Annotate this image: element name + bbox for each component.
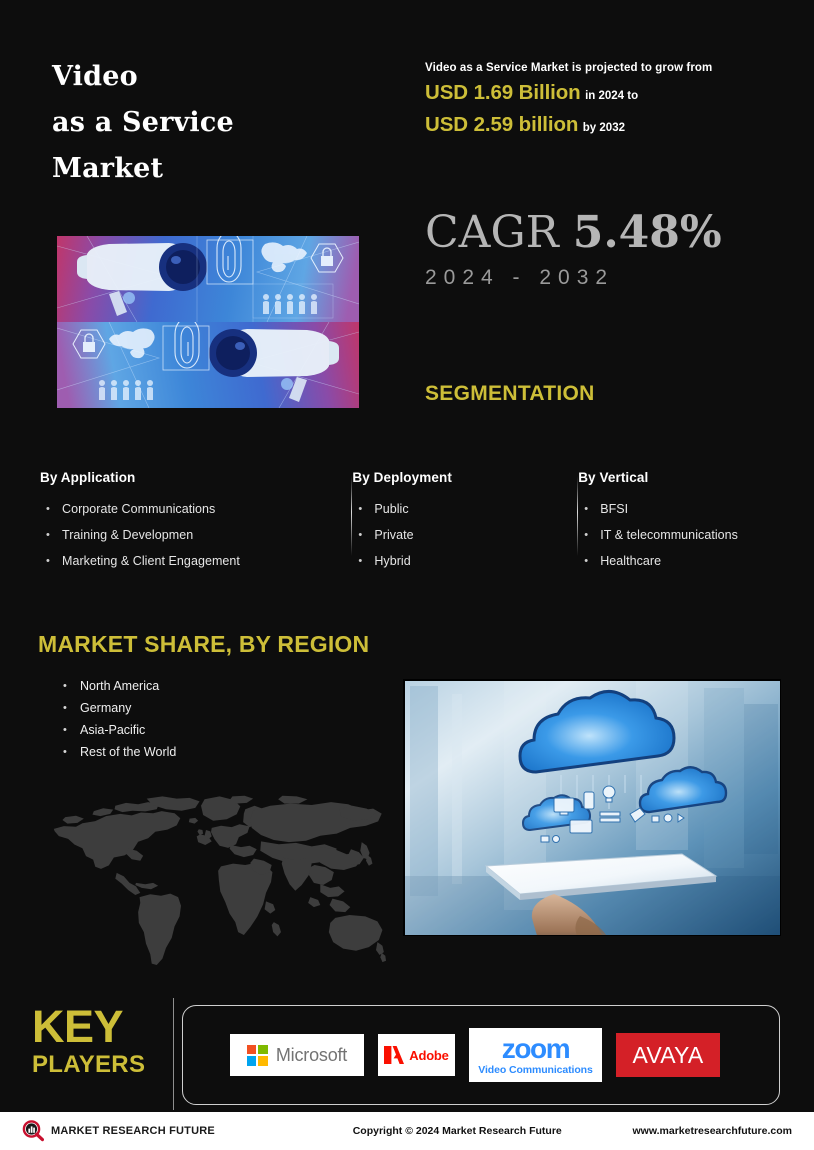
logo-adobe-label: Adobe [409,1047,449,1063]
title-line-1: Video [52,61,138,92]
value-2024: USD 1.69 Billion [425,81,581,104]
value-2032-suffix: by 2032 [582,122,625,134]
cagr-line: CAGR 5.48% [425,206,722,260]
list-item: Public [352,496,578,522]
logo-zoom-label: zoom [501,1033,571,1064]
segmentation-title: SEGMENTATION [425,382,595,405]
segmentation-column-by-application: By Application Corporate Communications … [40,470,353,574]
market-share-title: MARKET SHARE, BY REGION [38,631,370,657]
logo-microsoft-label: Microsoft [275,1044,348,1065]
list-item: Germany [58,697,176,719]
list-item: Corporate Communications [40,496,352,522]
key-players-line-2: PLAYERS [32,1051,146,1078]
segment-item-list: BFSI IT & telecommunications Healthcare [578,496,780,574]
segment-item-list: Public Private Hybrid [352,496,578,574]
hero-image-bottom-half [57,322,359,408]
segment-item-list: Corporate Communications Training & Deve… [40,496,352,574]
segment-heading: By Vertical [578,470,649,485]
logo-zoom: zoom Video Communications [469,1028,602,1082]
market-share-region-list: North America Germany Asia-Pacific Rest … [58,675,176,763]
list-item: Rest of the World [58,741,176,763]
segment-heading: By Application [40,470,136,485]
cagr-label: CAGR [425,207,559,258]
key-players-divider [173,998,174,1110]
list-item: Training & Developmen [40,522,352,548]
title-line-2: as a Service [52,107,234,138]
segmentation-columns: By Application Corporate Communications … [40,470,780,574]
cloud-computing-tablet-image [403,679,781,936]
segmentation-column-by-deployment: By Deployment Public Private Hybrid [352,470,579,574]
value-2032: USD 2.59 billion [425,113,579,136]
cagr-period: 2024 - 2032 [425,266,615,289]
list-item: IT & telecommunications [578,522,780,548]
key-players-label: KEY PLAYERS [32,1003,172,1080]
segment-heading: By Deployment [352,470,452,485]
surveillance-technology-image [57,236,359,408]
segmentation-column-by-vertical: By Vertical BFSI IT & telecommunications… [578,470,780,574]
adobe-a-icon [384,1046,405,1064]
list-item: Hybrid [352,548,578,574]
logo-avaya-label: AVAYA [632,1041,704,1068]
key-players-logo-row: Microsoft Adobe zoom Video Communication… [182,1005,780,1105]
world-map-silhouette [32,795,390,970]
list-item: Marketing & Client Engagement [40,548,352,574]
logo-adobe: Adobe [378,1034,455,1076]
hero-image-top-half [57,236,359,322]
microsoft-squares-icon [246,1044,268,1066]
footer-brand: MARKET RESEARCH FUTURE [22,1120,322,1142]
key-players-box [182,1005,780,1105]
cagr-block: CAGR 5.48% 2024 - 2032 [425,206,722,290]
list-item: BFSI [578,496,780,522]
title-line-3: Market [52,153,164,184]
page-title: Video as a Service Market [52,54,234,192]
logo-microsoft: Microsoft [230,1034,364,1076]
projection-intro: Video as a Service Market is projected t… [425,62,713,74]
footer-brand-label: MARKET RESEARCH FUTURE [51,1125,215,1137]
value-2024-suffix: in 2024 to [585,90,639,102]
magnifying-glass-chart-icon [22,1120,44,1142]
list-item: Healthcare [578,548,780,574]
cagr-value: 5.48% [572,207,722,258]
projection-block: Video as a Service Market is projected t… [425,60,785,140]
list-item: Asia-Pacific [58,719,176,741]
key-players-line-1: KEY [32,1001,124,1052]
projection-2032: USD 2.59 billion by 2032 [425,113,785,140]
footer-url[interactable]: www.marketresearchfuture.com [632,1125,792,1137]
logo-zoom-subtitle: Video Communications [478,1064,593,1076]
footer-copyright: Copyright © 2024 Market Research Future [352,1125,562,1137]
list-item: Private [352,522,578,548]
logo-avaya: AVAYA [616,1033,720,1077]
footer-bar: MARKET RESEARCH FUTURE Copyright © 2024 … [0,1112,814,1150]
list-item: North America [58,675,176,697]
projection-2024: USD 1.69 Billion in 2024 to [425,81,785,108]
